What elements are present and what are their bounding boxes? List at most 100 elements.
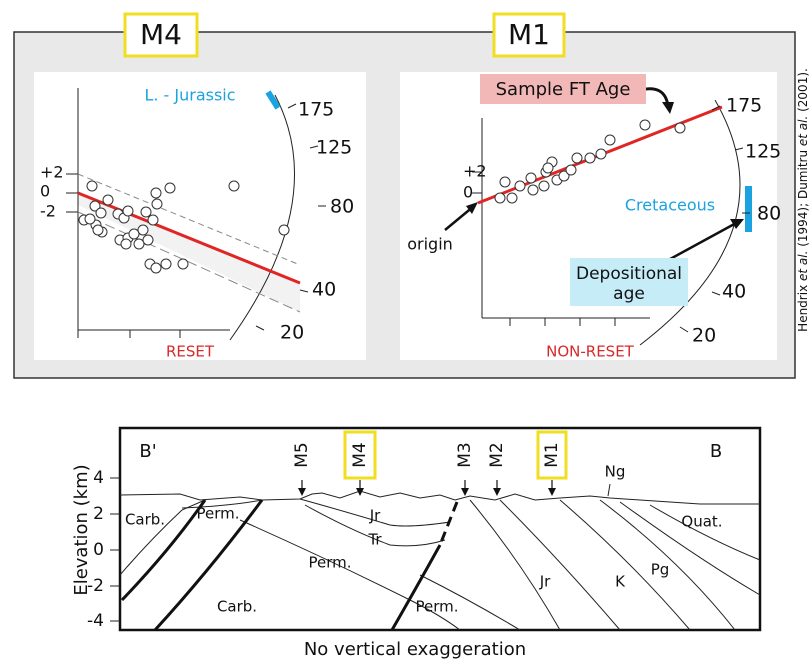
rock-unit: Perm. [415,598,458,616]
age-tick-label: 40 [312,279,336,301]
sample-point [128,228,140,240]
sample-point [278,224,290,236]
well-label: M5 [292,442,312,467]
y-tick-label: 0 [93,540,104,560]
sample-point [137,224,149,236]
sample-point [140,206,152,218]
rock-unit: Jr [369,507,381,525]
y-tick-label: -2 [40,202,56,221]
sample-label: M4 [140,18,182,51]
credit-part: Hendrix [796,281,810,332]
sample-point [102,194,114,206]
sample-point [639,119,651,131]
well-label: M1 [542,442,562,467]
sample-point [92,224,104,236]
age-tick-label: 20 [692,325,716,347]
sample-point [499,176,511,188]
well-arrowhead [548,488,556,496]
rock-unit: Carb. [125,511,165,529]
age-tick-label: 125 [316,137,352,159]
well-label: M4 [350,442,370,467]
sample-point [95,207,107,219]
cross-section [110,426,762,632]
annotation: age [613,284,645,304]
sample-point [558,170,570,182]
rock-unit: Perm. [308,554,351,572]
annotation: origin [407,235,453,254]
age-tick-label: 175 [298,99,334,121]
rock-unit: Tr [367,531,382,549]
age-tick-label: 40 [722,281,746,303]
age-tick-label: 125 [745,141,781,163]
y-tick-label: 0 [463,183,473,202]
sample-point [89,200,101,212]
sample-point [133,238,145,250]
credit-part: (1994); Dumitru [796,146,810,251]
annotation: Sample FT Age [496,79,631,100]
rock-unit: Ng [605,463,626,481]
annotation: Cretaceous [625,196,715,215]
rock-unit: Carb. [217,598,257,616]
label-box [570,258,688,306]
well-arrowhead [298,488,306,496]
rock-unit: Quat. [681,513,722,531]
well-arrowhead [493,488,501,496]
sample-point [150,262,162,274]
sample-point [584,152,596,164]
caption: No vertical exaggeration [304,639,526,660]
credit: Hendrix et al. (1994); Dumitru et al. (2… [796,68,810,332]
sample-point [494,192,506,204]
age-tick-label: 20 [280,322,304,344]
y-tick-label: 2 [93,504,104,524]
right-plot [400,72,777,360]
age-tick-label: 80 [757,203,781,225]
sample-point [538,180,550,192]
label-box [492,12,566,58]
y-tick-label: -2 [87,576,104,596]
y-tick-label: 4 [93,468,104,488]
y-tick-label: +2 [463,162,487,181]
y-tick-label: -4 [87,611,104,631]
caption: NON-RESET [546,343,635,361]
sample-point [150,187,162,199]
rock-unit: Perm. [196,505,239,523]
sample-point [506,192,518,204]
annotation: Depositional [576,264,682,284]
rock-unit: K [615,573,626,591]
sample-point [151,198,163,210]
sample-point [527,184,539,196]
age-tick-label: 80 [330,196,354,218]
sample-point [160,258,172,270]
sample-point [514,180,526,192]
sample-point [177,258,189,270]
well-label: M3 [455,442,475,467]
credit-part: et al. [796,116,810,146]
sample-point [142,234,154,246]
section-end: B [710,441,722,462]
sample-point [84,213,96,225]
left-radial [66,88,326,341]
sample-point [604,134,616,146]
credit-part: (2001). [796,68,810,116]
well-arrowhead [356,488,364,496]
sample-point [595,148,607,160]
rock-unit: Jr [539,573,551,591]
caption: RESET [166,343,215,361]
label-box [480,74,646,104]
y-tick-label: 0 [40,182,50,201]
sample-point [571,152,583,164]
sample-point [228,180,240,192]
well-arrowhead [461,488,469,496]
label-box [536,430,568,480]
sample-point [147,214,159,226]
age-tick-label: 175 [726,95,762,117]
sample-point [565,164,577,176]
y-axis-title: Elevation (km) [71,464,92,595]
rock-unit: Pg [651,561,670,579]
section-end: B' [139,441,156,462]
label-box [123,12,199,58]
sample-point [120,238,132,250]
well-label: M2 [487,442,507,467]
sample-label: M1 [508,18,550,51]
